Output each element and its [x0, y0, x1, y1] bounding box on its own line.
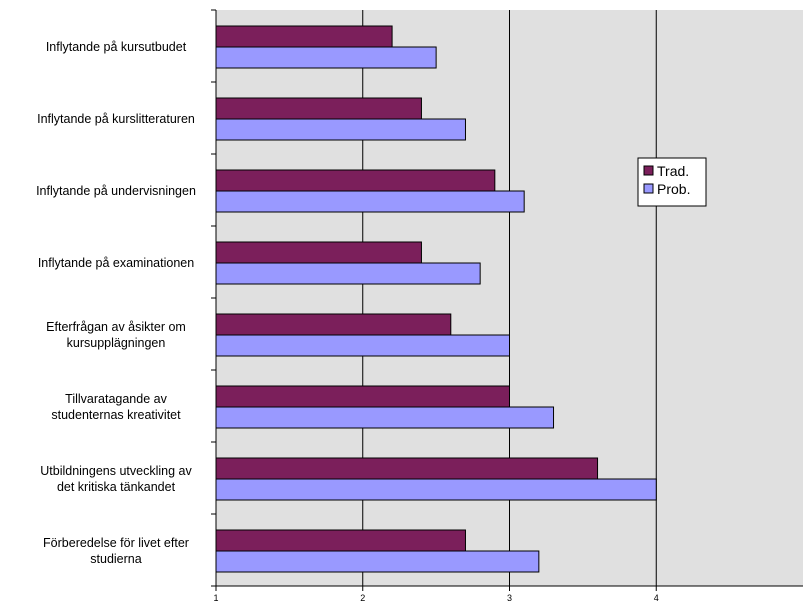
bar-prob: [215, 406, 555, 429]
bar-prob: [215, 190, 525, 213]
bar-trad: [215, 97, 422, 120]
x-tick-label: 4: [654, 593, 659, 603]
category-label-line: Inflytande på examinationen: [38, 256, 194, 270]
bar-prob: [215, 478, 657, 501]
x-tick-label: 3: [507, 593, 512, 603]
legend-swatch: [643, 165, 654, 176]
category-label-line: Inflytande på kursutbudet: [46, 40, 187, 54]
category-label-line: Utbildningens utveckling av: [40, 464, 192, 478]
category-label-line: Inflytande på kurslitteraturen: [37, 112, 195, 126]
bar-trad: [215, 241, 422, 264]
legend-swatch: [643, 183, 654, 194]
category-label-line: Förberedelse för livet efter: [43, 536, 189, 550]
bar-trad: [215, 313, 452, 336]
bar-trad: [215, 385, 510, 408]
legend-label: Prob.: [657, 181, 690, 197]
category-label-line: studierna: [90, 552, 141, 566]
bar-prob: [215, 334, 510, 357]
category-label: Förberedelse för livet efter studierna: [43, 536, 189, 566]
category-label: Utbildningens utveckling av det kritiska …: [40, 464, 192, 494]
bar-trad: [215, 25, 393, 48]
bar-trad: [215, 529, 466, 552]
bar-prob: [215, 46, 437, 69]
category-label: Tillvaratagande av studenternas kreativit…: [51, 392, 181, 422]
category-label-line: studenternas kreativitet: [51, 408, 181, 422]
bar-trad: [215, 457, 599, 480]
bar-prob: [215, 118, 466, 141]
category-label: Inflytande på kurslitteraturen: [37, 112, 195, 126]
category-label-line: Inflytande på undervisningen: [36, 184, 196, 198]
category-label-line: det kritiska tänkandet: [57, 480, 176, 494]
x-tick-label: 2: [360, 593, 365, 603]
bar-prob: [215, 550, 540, 573]
category-label-line: Efterfrågan av åsikter om: [46, 320, 186, 334]
category-label: Efterfrågan av åsikter om kursupplägninge…: [46, 320, 186, 350]
category-label: Inflytande på undervisningen: [36, 184, 196, 198]
category-label: Inflytande på kursutbudet: [46, 40, 187, 54]
category-label: Inflytande på examinationen: [38, 256, 194, 270]
category-label-line: kursupplägningen: [67, 336, 166, 350]
legend-label: Trad.: [657, 163, 689, 179]
bar-prob: [215, 262, 481, 285]
x-tick-label: 1: [213, 593, 218, 603]
bar-trad: [215, 169, 496, 192]
category-label-line: Tillvaratagande av: [65, 392, 167, 406]
